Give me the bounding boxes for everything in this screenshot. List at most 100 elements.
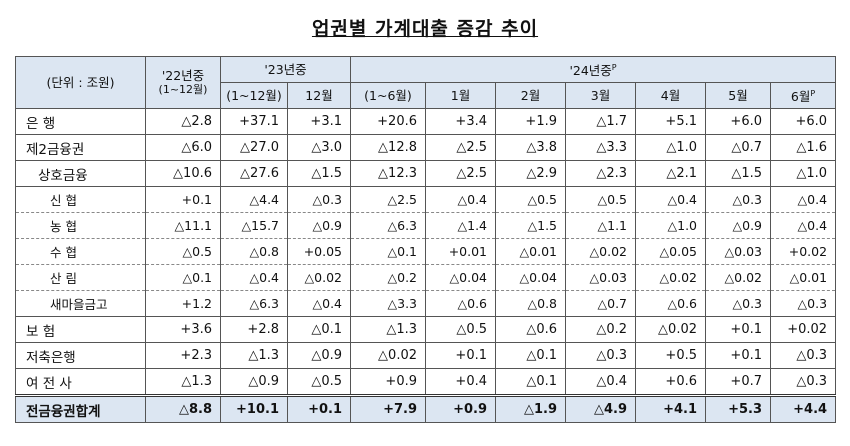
value-cell: △1.3 (350, 316, 426, 343)
value-cell: +0.02 (769, 238, 837, 265)
table-row: 은 행 △2.8 +37.1 +3.1 +20.6 +3.4 +1.9 △1.7 +5.1 +6.… (15, 108, 837, 135)
value-cell: △0.9 (220, 368, 288, 396)
table-row: 상호금융 △10.6 △27.6 △1.5 △12.3 △2.5 △2.9 △2.3 △2.1 △… (15, 160, 837, 187)
table-row: 저축은행 +2.3 △1.3 △0.9 △0.02 +0.1 △0.1 △0.3 +0.5 +0.… (15, 342, 837, 369)
row-label: 산 림 (15, 264, 146, 291)
value-cell: △1.0 (769, 160, 837, 187)
value-cell: △0.01 (495, 238, 566, 265)
table-row: 제2금융권 △6.0 △27.0 △3.0 △12.8 △2.5 △3.8 △3.3 △1.0 △… (15, 134, 837, 161)
value-cell: △0.5 (565, 186, 636, 213)
data-table: (단위 : 조원) '22년중 (1~12월) '23년중 '24년중P (1~12월) 1… (15, 56, 837, 423)
value-cell: △0.04 (425, 264, 496, 291)
value-cell: +0.9 (350, 368, 426, 396)
value-cell: △0.01 (769, 264, 837, 291)
row-label: 상호금융 (15, 160, 146, 187)
value-cell: +2.8 (220, 316, 288, 343)
table-row: 산 림 △0.1 △0.4 △0.02 △0.2 △0.04 △0.04 △0.03 △0.02… (15, 264, 837, 291)
row-label: 저축은행 (15, 342, 146, 369)
column-header-sub: (1~6월) (350, 82, 426, 109)
superscript: P (810, 88, 816, 98)
value-cell: +5.1 (635, 108, 706, 135)
row-label: 전금융권합계 (15, 394, 146, 423)
value-cell: △2.3 (565, 160, 636, 187)
value-cell: △0.4 (769, 186, 837, 213)
value-cell: △0.4 (565, 368, 636, 396)
column-header: '23년중 (220, 56, 351, 83)
value-cell: +0.5 (635, 342, 706, 369)
value-cell: △0.4 (220, 264, 288, 291)
value-cell: +3.4 (425, 108, 496, 135)
row-label: 여 전 사 (15, 368, 146, 396)
value-cell: △0.02 (350, 342, 426, 369)
value-cell: △0.05 (635, 238, 706, 265)
value-cell: △0.3 (565, 342, 636, 369)
value-cell: +20.6 (350, 108, 426, 135)
table-row: 수 협 △0.5 △0.8 +0.05 △0.1 +0.01 △0.01 △0.02 △0.05… (15, 238, 837, 265)
value-cell: △0.2 (565, 316, 636, 343)
value-cell: △1.5 (705, 160, 771, 187)
value-cell: △1.5 (495, 212, 566, 239)
value-cell: △0.8 (495, 290, 566, 317)
row-label: 제2금융권 (15, 134, 146, 161)
header-label: 6월 (790, 89, 811, 105)
value-cell: △1.4 (425, 212, 496, 239)
value-cell: +0.1 (287, 394, 351, 423)
value-cell: △0.2 (350, 264, 426, 291)
value-cell: △0.9 (287, 342, 351, 369)
row-label: 농 협 (15, 212, 146, 239)
value-cell: △2.9 (495, 160, 566, 187)
value-cell: △0.1 (495, 368, 566, 396)
value-cell: △0.1 (350, 238, 426, 265)
value-cell: +3.6 (145, 316, 221, 343)
value-cell: △1.5 (287, 160, 351, 187)
value-cell: △0.9 (287, 212, 351, 239)
column-header-sub: (1~12월) (220, 82, 288, 109)
value-cell: △1.0 (635, 134, 706, 161)
value-cell: △11.1 (145, 212, 221, 239)
value-cell: △0.03 (705, 238, 771, 265)
value-cell: △6.3 (350, 212, 426, 239)
value-cell: +0.9 (425, 394, 496, 423)
value-cell: △4.9 (565, 394, 636, 423)
value-cell: △3.3 (565, 134, 636, 161)
value-cell: △0.8 (220, 238, 288, 265)
value-cell: △6.3 (220, 290, 288, 317)
row-label: 보 험 (15, 316, 146, 343)
value-cell: +7.9 (350, 394, 426, 423)
value-cell: △0.5 (495, 186, 566, 213)
header-row: (1~12월) 12월 (1~6월) 1월 2월 3월 4월 5월 6월P (16, 82, 837, 109)
value-cell: △0.1 (145, 264, 221, 291)
value-cell: △27.0 (220, 134, 288, 161)
value-cell: △1.6 (769, 134, 837, 161)
month-header: 5월 (705, 82, 771, 109)
value-cell: △0.3 (769, 368, 837, 396)
value-cell: +2.3 (145, 342, 221, 369)
value-cell: △0.3 (705, 290, 771, 317)
header-label: '24년중 (569, 63, 612, 79)
value-cell: △0.4 (287, 290, 351, 317)
month-header: 1월 (425, 82, 496, 109)
value-cell: +6.0 (769, 108, 837, 135)
month-header: 3월 (565, 82, 636, 109)
header-label: 5월 (728, 87, 748, 103)
value-cell: △0.3 (287, 186, 351, 213)
header-row: (단위 : 조원) '22년중 (1~12월) '23년중 '24년중P (15, 56, 837, 109)
row-label: 수 협 (15, 238, 146, 265)
table-header: (단위 : 조원) '22년중 (1~12월) '23년중 '24년중P (1~12월) 1… (15, 56, 837, 109)
value-cell: △0.5 (425, 316, 496, 343)
value-cell: +4.4 (769, 394, 837, 423)
header-label: '23년중 (264, 61, 307, 77)
value-cell: △2.5 (350, 186, 426, 213)
value-cell: △0.02 (635, 264, 706, 291)
month-header: 4월 (635, 82, 706, 109)
value-cell: △1.7 (565, 108, 636, 135)
value-cell: +0.4 (425, 368, 496, 396)
value-cell: △0.5 (287, 368, 351, 396)
value-cell: △0.7 (565, 290, 636, 317)
value-cell: △1.3 (145, 368, 221, 396)
value-cell: △8.8 (145, 394, 221, 423)
row-label: 신 협 (15, 186, 146, 213)
row-label: 새마을금고 (15, 290, 146, 317)
value-cell: △3.0 (287, 134, 351, 161)
